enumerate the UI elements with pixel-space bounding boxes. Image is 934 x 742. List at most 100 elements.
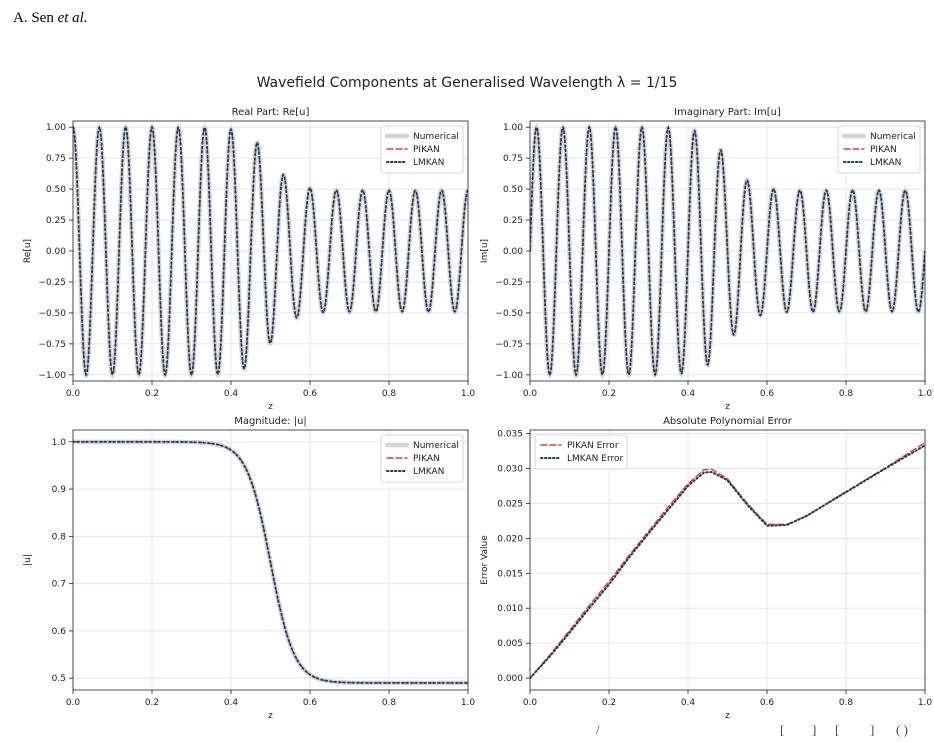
series-line-lmkan	[530, 125, 925, 377]
legend-label-pikan: PIKAN	[413, 145, 440, 155]
legend: Numerical PIKAN LMKAN	[380, 434, 464, 483]
x-tick-label: 0.6	[303, 698, 318, 708]
page-header: A. Sen et al.	[13, 10, 88, 27]
x-tick-label: 1.0	[918, 389, 933, 399]
legend-label-pikan: PIKAN	[870, 145, 897, 155]
x-tick-label: 0.4	[681, 698, 696, 708]
x-axis-label: z	[268, 402, 273, 412]
legend-label-lmkan: LMKAN	[413, 467, 444, 477]
y-tick-label: −1.00	[38, 371, 66, 381]
x-tick-label: 1.0	[918, 698, 933, 708]
y-tick-label: 0.25	[503, 216, 523, 226]
x-tick-label: 0.6	[303, 389, 318, 399]
x-tick-label: 0.2	[145, 698, 159, 708]
legend-label-pikan: PIKAN Error	[567, 441, 619, 451]
plot-area	[73, 123, 468, 379]
y-tick-label: 0.000	[497, 674, 523, 684]
footer-frag-1: /	[596, 722, 600, 737]
legend-label-lmkan: LMKAN	[870, 158, 901, 168]
legend: Numerical PIKAN LMKAN	[380, 125, 464, 174]
chart-panel-4: 0.0 0.2 0.4 0.6 0.8 1.0 0.000 0.005 0.010 0.015 0.…	[480, 416, 932, 721]
y-tick-label: 0.030	[497, 464, 523, 474]
legend-label-numerical: Numerical	[870, 132, 916, 142]
x-tick-label: 0.8	[382, 698, 397, 708]
x-tick-label: 0.8	[839, 389, 854, 399]
legend: PIKAN Error LMKAN Error	[534, 434, 628, 470]
plot-frame	[529, 429, 926, 691]
x-tick-label: 0.0	[66, 389, 81, 399]
plot-area	[530, 123, 925, 379]
y-tick-label: −1.00	[495, 371, 523, 381]
legend-label-numerical: Numerical	[413, 132, 459, 142]
chart-title: Absolute Polynomial Error	[663, 416, 793, 427]
legend: Numerical PIKAN LMKAN	[837, 125, 921, 174]
series-line-lmkan-error	[530, 444, 925, 680]
author-name: A. Sen	[13, 10, 54, 26]
y-tick-label: −0.25	[38, 278, 66, 288]
plot-frame	[72, 120, 469, 382]
y-tick-label: 0.015	[497, 569, 523, 579]
y-tick-label: 0.75	[503, 154, 523, 164]
y-axis-label: |u|	[23, 554, 33, 566]
footer-frag-2: [	[780, 722, 785, 737]
footer-frag-6: ( )	[896, 722, 908, 737]
y-tick-label: 0.7	[52, 580, 66, 590]
x-tick-label: 0.8	[382, 389, 397, 399]
chart-title: Magnitude: |u|	[234, 416, 307, 427]
y-tick-label: 1.0	[52, 438, 67, 448]
x-tick-label: 0.2	[602, 389, 616, 399]
plot-frame	[72, 429, 469, 691]
y-tick-label: 0.50	[46, 185, 66, 195]
y-tick-label: 0.005	[497, 639, 523, 649]
footer-frag-3: ]	[812, 722, 817, 737]
y-tick-label: 0.9	[52, 485, 67, 495]
x-axis-label: z	[725, 711, 730, 721]
legend-box	[534, 434, 628, 470]
footer-fragment: / [ ] [ ] ( )	[0, 722, 934, 742]
series-line-lmkan	[73, 125, 468, 377]
y-tick-label: −0.75	[495, 340, 523, 350]
plot-frame	[529, 120, 926, 382]
legend-label-pikan: PIKAN	[413, 454, 440, 464]
y-tick-label: 0.035	[497, 429, 523, 439]
x-tick-label: 0.0	[523, 698, 538, 708]
x-tick-label: 0.2	[602, 698, 616, 708]
x-tick-label: 0.4	[224, 389, 239, 399]
y-tick-label: 0.6	[52, 627, 67, 637]
x-tick-label: 0.8	[839, 698, 854, 708]
plot-area	[73, 439, 468, 686]
y-tick-label: 0.020	[497, 534, 523, 544]
x-tick-label: 1.0	[461, 389, 476, 399]
y-tick-label: 0.025	[497, 499, 523, 509]
y-tick-label: −0.50	[495, 309, 523, 319]
chart-panel-1: 0.0 0.2 0.4 0.6 0.8 1.0 −1.00 −0.75 −0.50 −0.25 0.…	[23, 107, 475, 412]
x-axis-label: z	[725, 402, 730, 412]
y-axis-label: Im[u]	[480, 239, 490, 263]
x-tick-label: 1.0	[461, 698, 476, 708]
y-tick-label: 0.5	[52, 674, 66, 684]
y-tick-label: −0.50	[38, 309, 66, 319]
y-tick-label: 0.25	[46, 216, 66, 226]
footer-frag-4: [	[835, 722, 840, 737]
y-tick-label: 1.00	[503, 123, 523, 133]
et-al: et al.	[57, 10, 88, 26]
chart-title: Real Part: Re[u]	[232, 107, 310, 118]
x-tick-label: 0.6	[760, 389, 775, 399]
x-tick-label: 0.0	[523, 389, 538, 399]
x-axis-label: z	[268, 711, 273, 721]
x-tick-label: 0.0	[66, 698, 81, 708]
y-axis-label: Error Value	[480, 535, 490, 585]
footer-frag-5: ]	[870, 722, 875, 737]
x-tick-label: 0.4	[681, 389, 696, 399]
plot-area	[530, 441, 925, 680]
y-tick-label: 0.75	[46, 154, 66, 164]
y-tick-label: 0.00	[46, 247, 66, 257]
legend-label-lmkan: LMKAN Error	[567, 454, 624, 464]
y-tick-label: 1.00	[46, 123, 66, 133]
y-tick-label: 0.50	[503, 185, 523, 195]
legend-label-lmkan: LMKAN	[413, 158, 444, 168]
x-tick-label: 0.4	[224, 698, 239, 708]
chart-title: Imaginary Part: Im[u]	[674, 107, 781, 118]
y-axis-label: Re[u]	[23, 239, 33, 263]
